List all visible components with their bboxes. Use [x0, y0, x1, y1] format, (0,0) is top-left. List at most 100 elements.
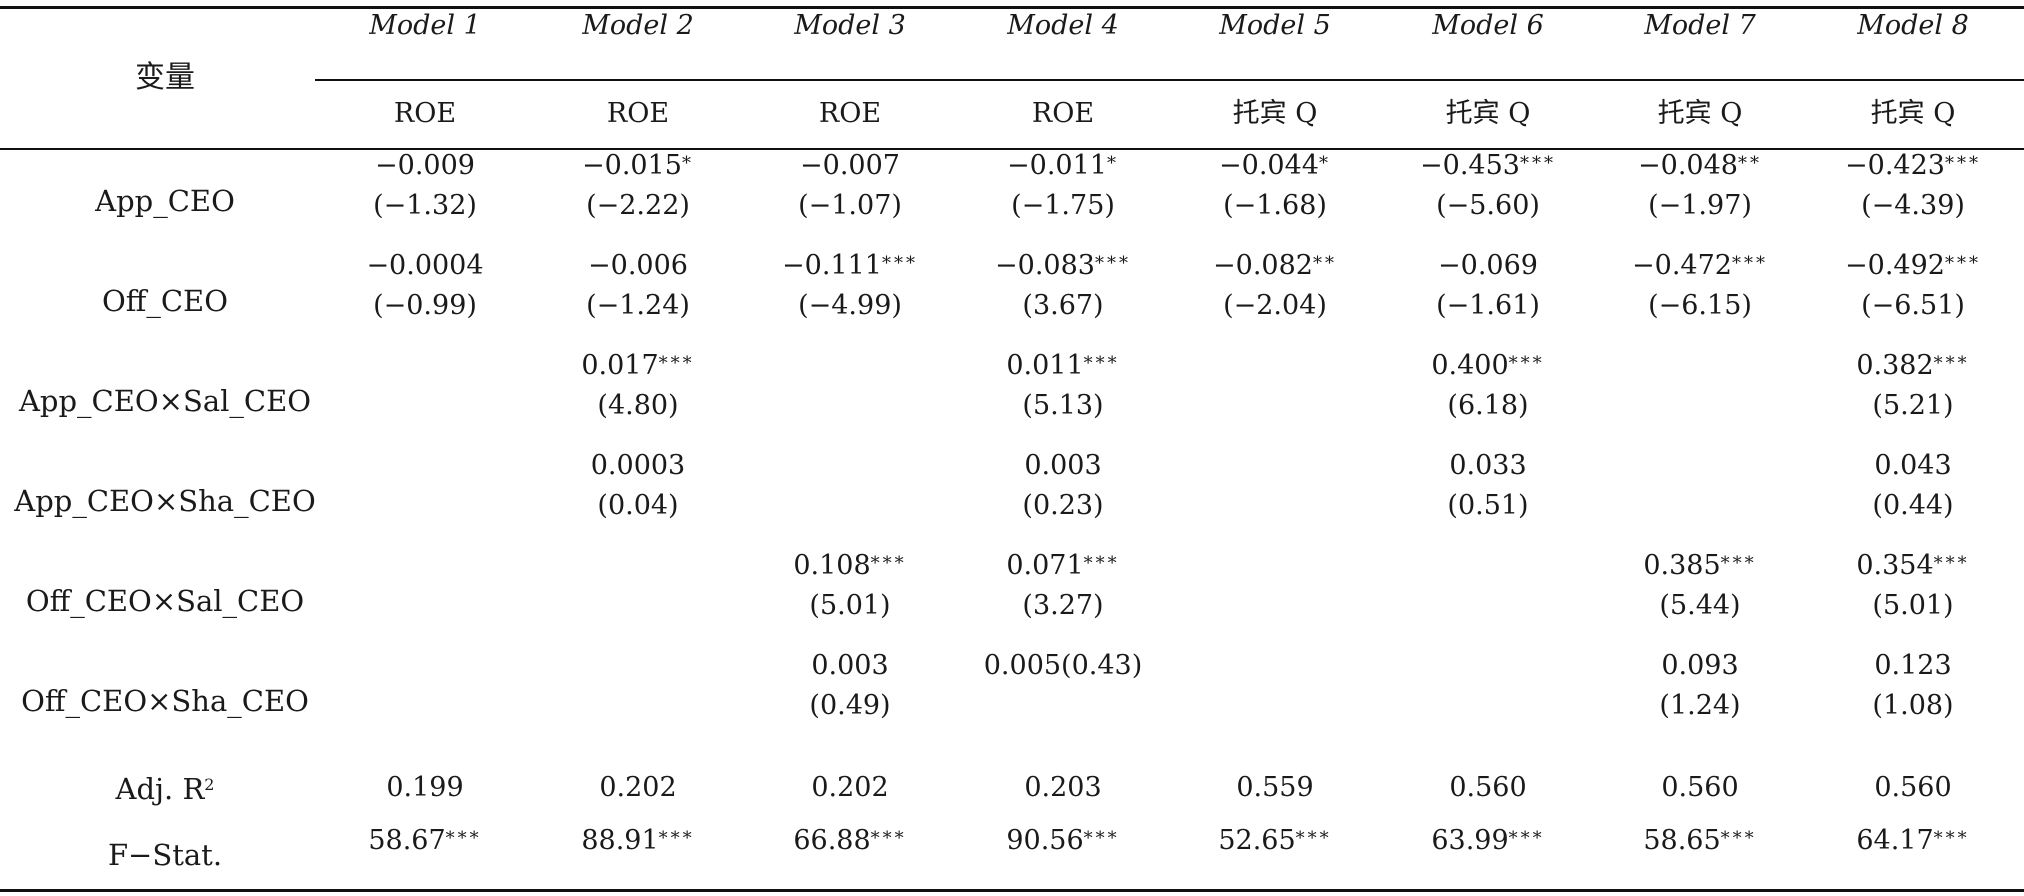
- t-statistic: (−0.99): [373, 290, 477, 321]
- f-stat-cell: 64.17***: [1808, 825, 2018, 857]
- model-header: Model 3: [794, 10, 906, 41]
- significance-stars: ***: [1519, 153, 1556, 174]
- t-statistic: (−6.15): [1648, 290, 1752, 321]
- t-statistic: (−2.22): [586, 190, 690, 221]
- header-bottom-rule: [0, 148, 2024, 150]
- significance-stars: *: [1318, 153, 1331, 174]
- adj-r2-label-text: Adj. R: [115, 772, 205, 806]
- coefficient-value: −0.111: [782, 250, 882, 281]
- t-statistic: (−1.68): [1223, 190, 1327, 221]
- coefficient-cell: 0.003: [958, 450, 1168, 482]
- f-stat-label: F−Stat.: [107, 838, 223, 872]
- coefficient-value: −0.011: [1007, 150, 1107, 181]
- coefficient-value: 0.033: [1449, 450, 1527, 481]
- significance-stars: **: [1312, 253, 1337, 274]
- t-statistic: (5.21): [1872, 390, 1954, 421]
- t-statistic: (0.51): [1447, 490, 1529, 521]
- adj-r2-value: 0.202: [599, 772, 677, 803]
- t-statistic: (1.24): [1659, 690, 1741, 721]
- coefficient-value: 0.071: [1006, 550, 1084, 581]
- coefficient-value: 0.354: [1856, 550, 1934, 581]
- coefficient-cell: 0.108***: [745, 550, 955, 582]
- f-stat-value: 66.88: [793, 825, 871, 856]
- significance-stars: ***: [1720, 553, 1757, 574]
- significance-stars: ***: [1295, 828, 1332, 849]
- model-header: Model 8: [1857, 10, 1969, 41]
- significance-stars: ***: [1933, 353, 1970, 374]
- t-statistic: (−5.60): [1436, 190, 1540, 221]
- row-label: App_CEO: [95, 184, 235, 218]
- f-stat-cell: 58.65***: [1595, 825, 1805, 857]
- significance-stars: ***: [1933, 828, 1970, 849]
- dependent-variable-header: ROE: [818, 98, 882, 129]
- dependent-variable-header: ROE: [1031, 98, 1095, 129]
- coefficient-cell: −0.011*: [958, 150, 1168, 182]
- coefficient-value: 0.011: [1006, 350, 1084, 381]
- f-stat-cell: 58.67***: [320, 825, 530, 857]
- coefficient-value: −0.492: [1845, 250, 1945, 281]
- significance-stars: ***: [1083, 353, 1120, 374]
- coefficient-value: 0.385: [1643, 550, 1721, 581]
- coefficient-cell: −0.423***: [1808, 150, 2018, 182]
- coefficient-value: −0.048: [1638, 150, 1738, 181]
- t-statistic: (4.80): [597, 390, 679, 421]
- model-header: Model 7: [1644, 10, 1756, 41]
- t-statistic: (5.01): [809, 590, 891, 621]
- significance-stars: ***: [870, 828, 907, 849]
- coefficient-cell: 0.382***: [1808, 350, 2018, 382]
- model-header: Model 5: [1219, 10, 1331, 41]
- t-statistic: (0.23): [1022, 490, 1104, 521]
- t-statistic: (−1.75): [1011, 190, 1115, 221]
- significance-stars: ***: [1094, 253, 1131, 274]
- dependent-variable-header: ROE: [606, 98, 670, 129]
- model-header: Model 2: [582, 10, 694, 41]
- coefficient-cell: 0.043: [1808, 450, 2018, 482]
- coefficient-cell: 0.033: [1383, 450, 1593, 482]
- row-label: Off_CEO×Sha_CEO: [21, 684, 309, 718]
- significance-stars: *: [1106, 153, 1119, 174]
- coefficient-cell: −0.082**: [1170, 250, 1380, 282]
- t-statistic: (−4.39): [1861, 190, 1965, 221]
- top-rule: [0, 6, 2024, 9]
- significance-stars: ***: [881, 253, 918, 274]
- coefficient-value: 0.003: [811, 650, 889, 681]
- row-label: App_CEO×Sha_CEO: [14, 484, 316, 518]
- significance-stars: ***: [1720, 828, 1757, 849]
- coefficient-cell: 0.0003: [533, 450, 743, 482]
- coefficient-value: −0.0004: [366, 250, 484, 281]
- t-statistic: (5.44): [1659, 590, 1741, 621]
- adj-r2-value: 0.560: [1661, 772, 1739, 803]
- t-statistic: (−1.32): [373, 190, 477, 221]
- coefficient-value: 0.108: [793, 550, 871, 581]
- t-statistic: (0.04): [597, 490, 679, 521]
- dependent-variable-header: 托宾 Q: [1870, 98, 1956, 129]
- coefficient-cell: 0.093: [1595, 650, 1805, 682]
- f-stat-cell: 88.91***: [533, 825, 743, 857]
- adj-r2-value: 0.560: [1874, 772, 1952, 803]
- significance-stars: ***: [1933, 553, 1970, 574]
- adj-r2-superscript: 2: [204, 775, 215, 794]
- t-statistic: (−2.04): [1223, 290, 1327, 321]
- f-stat-value: 63.99: [1431, 825, 1509, 856]
- t-statistic: (0.44): [1872, 490, 1954, 521]
- significance-stars: *: [681, 153, 694, 174]
- f-stat-value: 58.65: [1643, 825, 1721, 856]
- dependent-variable-header: 托宾 Q: [1232, 98, 1318, 129]
- t-statistic: (−1.97): [1648, 190, 1752, 221]
- coefficient-cell: −0.044*: [1170, 150, 1380, 182]
- t-statistic: (−4.99): [798, 290, 902, 321]
- f-stat-cell: 90.56***: [958, 825, 1168, 857]
- significance-stars: ***: [445, 828, 482, 849]
- coefficient-value: −0.044: [1219, 150, 1319, 181]
- t-statistic: (1.08): [1872, 690, 1954, 721]
- bottom-rule: [0, 889, 2024, 892]
- coefficient-cell: −0.006: [533, 250, 743, 282]
- significance-stars: ***: [1083, 553, 1120, 574]
- coefficient-cell: −0.069: [1383, 250, 1593, 282]
- coefficient-value: 0.017: [581, 350, 659, 381]
- f-stat-value: 88.91: [581, 825, 659, 856]
- row-label: Off_CEO×Sal_CEO: [25, 584, 305, 618]
- coefficient-cell: −0.015*: [533, 150, 743, 182]
- coefficient-value: 0.005(0.43): [983, 650, 1143, 681]
- t-statistic: (−1.24): [586, 290, 690, 321]
